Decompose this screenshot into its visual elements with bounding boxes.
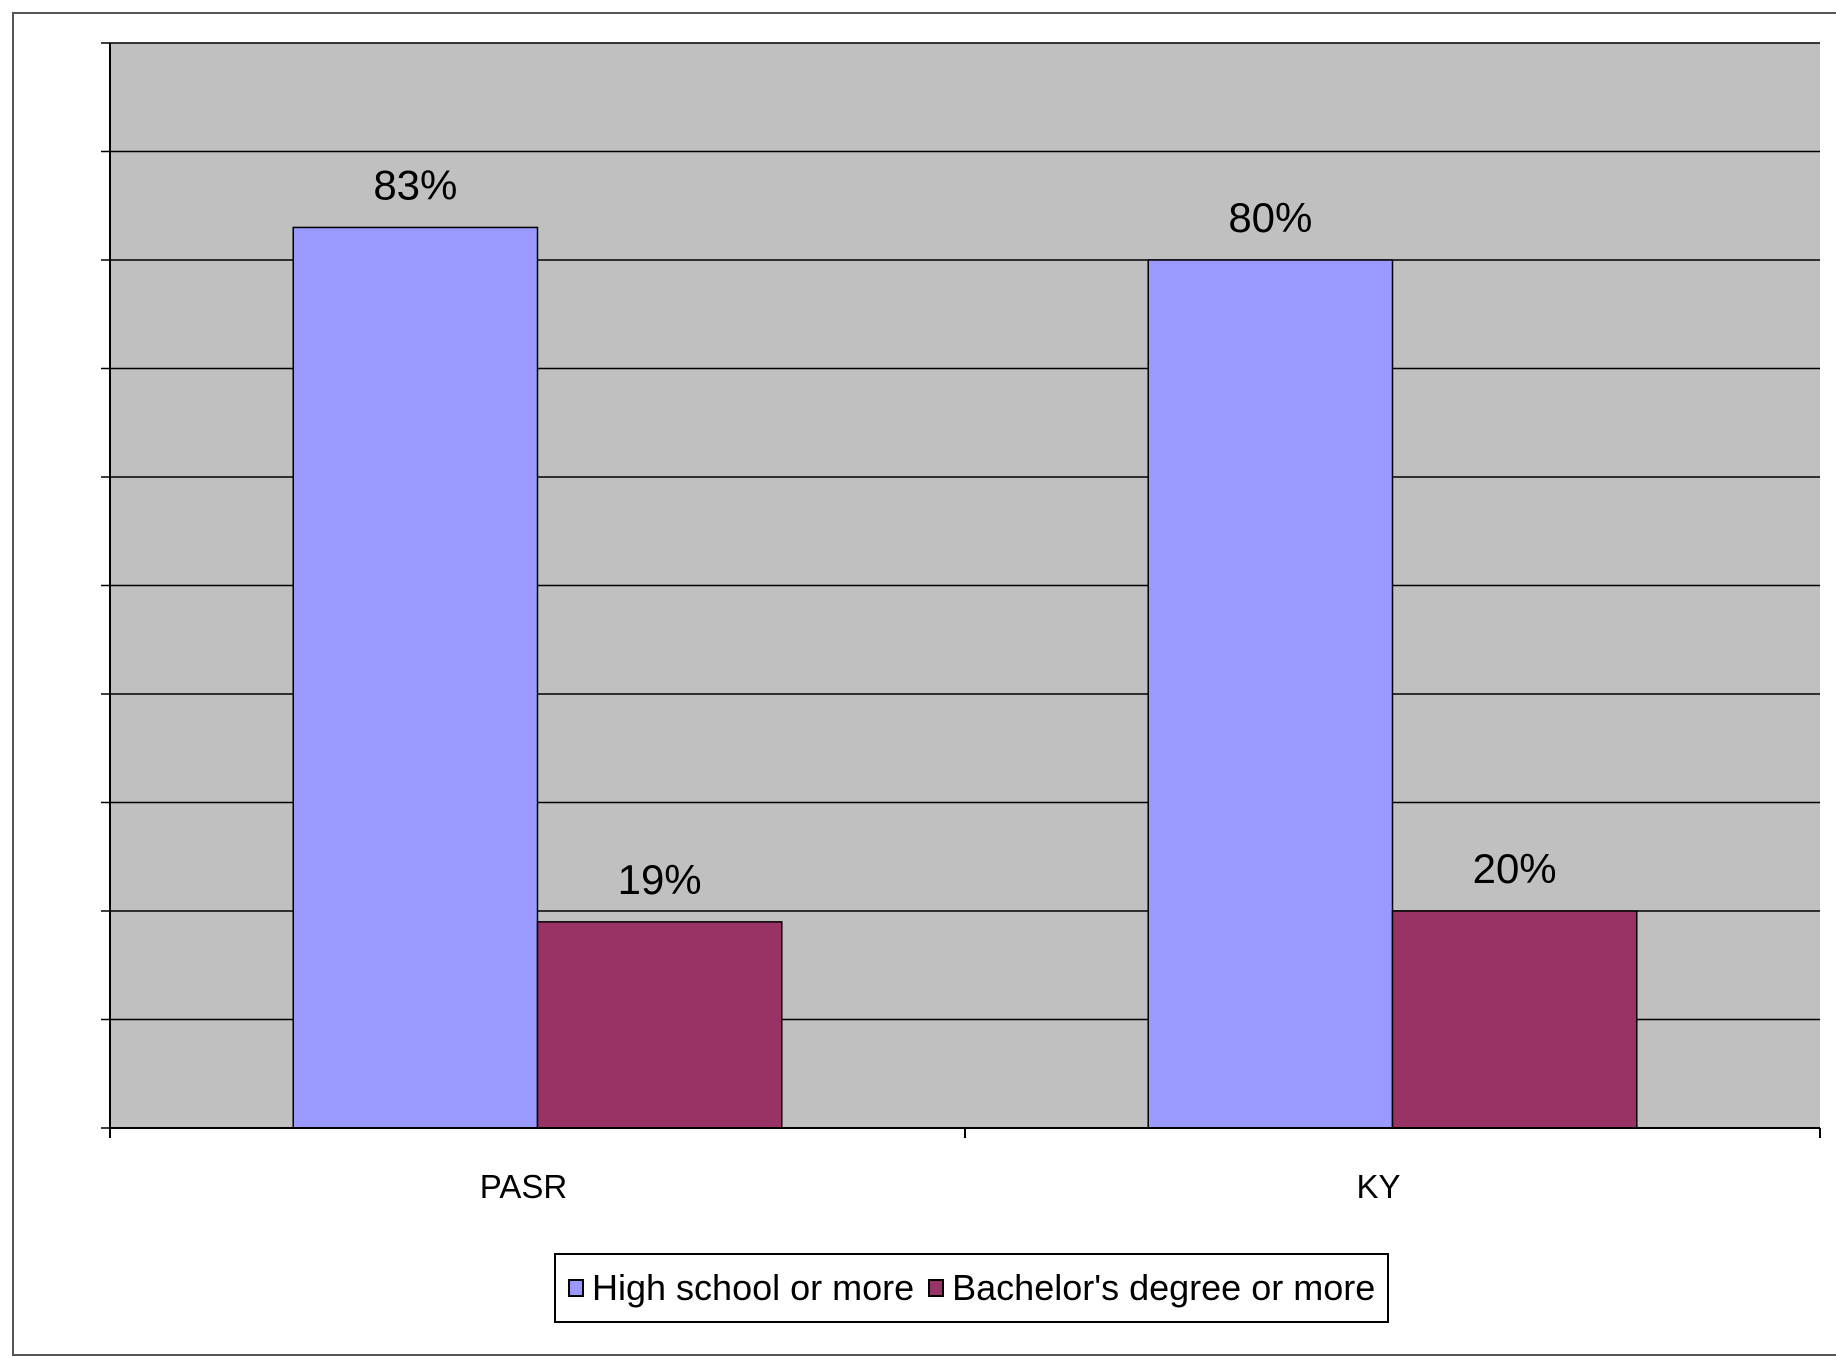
legend-swatch-high-school bbox=[568, 1279, 584, 1297]
data-label-ky-series-1: 20% bbox=[1473, 845, 1557, 892]
legend-swatch-bachelors bbox=[928, 1279, 945, 1297]
bars bbox=[292, 226, 1638, 1129]
bar-pasr-series-1 bbox=[536, 921, 783, 1129]
y-axis-title: Percent of Population 25 Years and bbox=[53, 355, 89, 890]
legend-item-high-school: High school or more bbox=[568, 1267, 914, 1309]
axes bbox=[101, 42, 1821, 1138]
legend-item-bachelors: Bachelor's degree or more bbox=[928, 1267, 1375, 1309]
data-label-pasr-series-1: 19% bbox=[618, 856, 702, 903]
bar-ky-series-0 bbox=[1147, 259, 1394, 1129]
bar-ky-series-1 bbox=[1391, 910, 1638, 1129]
legend-label-high-school: High school or more bbox=[592, 1267, 915, 1308]
legend-label-bachelors: Bachelor's degree or more bbox=[952, 1267, 1376, 1308]
x-tick-label-pasr: PASR bbox=[480, 1168, 567, 1205]
data-label-pasr-series-0: 83% bbox=[373, 161, 457, 208]
data-labels: 83% 80% 19% 20% bbox=[373, 161, 1556, 902]
bar-pasr-series-0 bbox=[292, 226, 539, 1129]
x-tick-label-ky: KY bbox=[1356, 1168, 1400, 1205]
legend: High school or more Bachelor's degree or… bbox=[554, 1253, 1390, 1323]
x-tick-labels: PASR KY bbox=[480, 1168, 1401, 1205]
chart-svg: 83% 80% 19% 20% PASR KY Percent of Populatio… bbox=[53, 42, 1821, 1205]
data-label-ky-series-0: 80% bbox=[1228, 194, 1312, 241]
